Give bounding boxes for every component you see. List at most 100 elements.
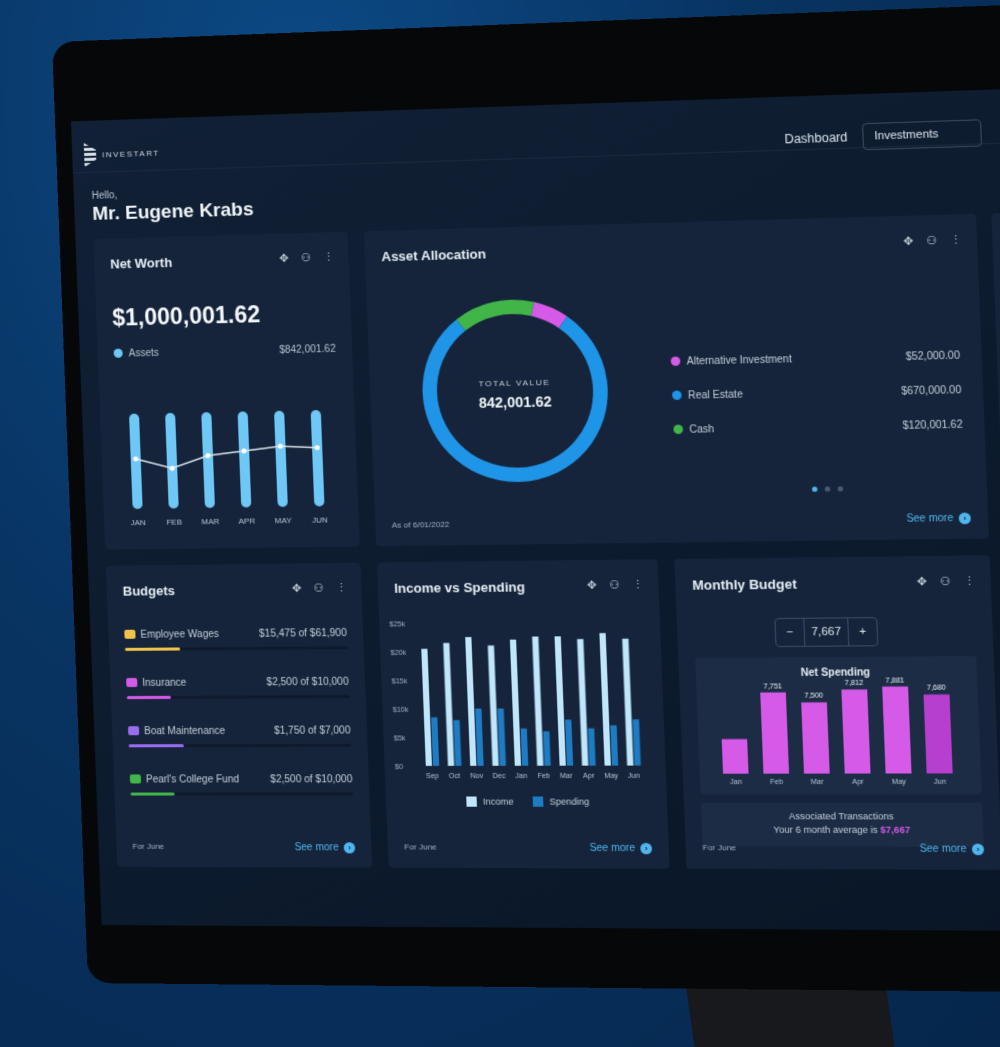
top-bar: INVESTART Dashboard Investments bbox=[71, 86, 1000, 174]
donut-slice bbox=[533, 308, 563, 323]
x-tick: Jun bbox=[628, 773, 640, 780]
legend-dot bbox=[673, 425, 683, 434]
see-more-label: See more bbox=[906, 513, 953, 525]
see-more-link[interactable]: See more › bbox=[294, 842, 355, 853]
budget-value: $2,500 of $10,000 bbox=[270, 774, 353, 785]
budget-item[interactable]: Pearl's College Fund $2,500 of $10,000 bbox=[130, 774, 353, 795]
see-more-link[interactable]: See more › bbox=[906, 513, 971, 525]
net-spending-value-label: 7,812 bbox=[845, 680, 864, 687]
assets-value: $842,001.62 bbox=[279, 344, 336, 356]
legend-label: Alternative Investment bbox=[686, 354, 792, 368]
net-worth-tick: MAY bbox=[275, 516, 293, 525]
move-icon[interactable]: ✥ bbox=[587, 578, 597, 591]
legend-dot bbox=[672, 391, 682, 400]
net-spending-title: Net Spending bbox=[801, 667, 871, 679]
income-bar bbox=[465, 637, 476, 766]
budget-progress-track bbox=[125, 646, 347, 651]
income-bar bbox=[443, 643, 454, 766]
net-spending-tick: Apr bbox=[852, 779, 865, 786]
income-bar bbox=[555, 636, 566, 765]
associated-transactions[interactable]: Associated Transactions Your 6 month ave… bbox=[701, 803, 984, 847]
legend-income-swatch bbox=[466, 797, 477, 807]
peek-card-top: Ne bbox=[991, 207, 1000, 538]
income-bar bbox=[622, 639, 633, 766]
legend-label: Real Estate bbox=[688, 389, 743, 401]
net-worth-bar bbox=[238, 411, 252, 507]
net-spending-bar bbox=[722, 739, 749, 774]
logo-text: INVESTART bbox=[102, 148, 160, 159]
spending-bar bbox=[565, 720, 573, 766]
asset-donut-chart: TOTAL VALUE 842,001.62 bbox=[407, 286, 623, 495]
move-icon[interactable]: ✥ bbox=[279, 252, 289, 265]
stepper-value[interactable]: 7,667 bbox=[803, 618, 849, 645]
more-vertical-icon[interactable]: ⋮ bbox=[950, 233, 962, 247]
arrow-right-circle-icon: › bbox=[959, 513, 971, 525]
move-icon[interactable]: ✥ bbox=[292, 582, 302, 595]
see-more-label: See more bbox=[919, 843, 966, 855]
net-worth-tick: JAN bbox=[130, 518, 146, 527]
nav-investments-select[interactable]: Investments bbox=[862, 119, 982, 150]
hierarchy-icon[interactable]: ⚇ bbox=[301, 251, 312, 264]
spending-bar bbox=[543, 731, 551, 765]
move-icon[interactable]: ✥ bbox=[917, 575, 928, 589]
card-tools: ✥ ⚇ ⋮ bbox=[587, 578, 644, 592]
budget-item[interactable]: Insurance $2,500 of $10,000 bbox=[126, 677, 349, 699]
legend-value: $120,001.62 bbox=[902, 419, 963, 432]
more-vertical-icon[interactable]: ⋮ bbox=[323, 250, 335, 263]
budget-label: Employee Wages bbox=[140, 629, 219, 641]
legend-value: $52,000.00 bbox=[905, 350, 960, 363]
budget-value: $2,500 of $10,000 bbox=[266, 677, 349, 689]
net-worth-tick: JUN bbox=[312, 515, 328, 524]
carousel-pager bbox=[812, 486, 843, 492]
move-icon[interactable]: ✥ bbox=[903, 234, 914, 248]
donut-slice bbox=[460, 306, 533, 325]
legend-value: $670,000.00 bbox=[901, 385, 962, 398]
see-more-link[interactable]: See more › bbox=[589, 843, 652, 854]
net-spending-bar bbox=[801, 702, 830, 773]
avg-text: Your 6 month average is bbox=[773, 825, 878, 836]
income-vs-spending-card: Income vs Spending ✥ ⚇ ⋮ $25k $20k $15k $10… bbox=[377, 559, 670, 869]
legend-label: Cash bbox=[689, 424, 714, 436]
stepper-plus-button[interactable]: + bbox=[848, 618, 877, 645]
budget-category-icon bbox=[130, 774, 141, 783]
logo[interactable]: INVESTART bbox=[84, 140, 160, 167]
hierarchy-icon[interactable]: ⚇ bbox=[939, 575, 950, 589]
budget-item[interactable]: Employee Wages $15,475 of $61,900 bbox=[124, 628, 347, 651]
asset-allocation-card: Asset Allocation ✥ ⚇ ⋮ TOTAL VALUE 842,0… bbox=[364, 214, 989, 547]
pager-dot[interactable] bbox=[812, 487, 818, 492]
income-bar bbox=[577, 639, 588, 766]
budget-category-icon bbox=[128, 726, 139, 735]
net-spending-value-label: 7,751 bbox=[763, 683, 782, 690]
more-vertical-icon[interactable]: ⋮ bbox=[632, 578, 644, 592]
net-worth-tick: FEB bbox=[166, 517, 182, 526]
budget-progress-fill bbox=[130, 793, 174, 796]
budget-progress-fill bbox=[129, 744, 184, 747]
spending-bar bbox=[475, 709, 483, 766]
hierarchy-icon[interactable]: ⚇ bbox=[926, 234, 937, 248]
budget-category-icon bbox=[126, 678, 137, 687]
net-spending-tick: Feb bbox=[770, 779, 783, 786]
pager-dot[interactable] bbox=[838, 486, 844, 491]
hierarchy-icon[interactable]: ⚇ bbox=[313, 581, 324, 594]
budget-item[interactable]: Boat Maintenance $1,750 of $7,000 bbox=[128, 725, 351, 747]
budget-label: Pearl's College Fund bbox=[146, 774, 240, 785]
hierarchy-icon[interactable]: ⚇ bbox=[609, 578, 620, 591]
more-vertical-icon[interactable]: ⋮ bbox=[963, 574, 976, 588]
as-of-date: As of 6/01/2022 bbox=[392, 520, 450, 530]
net-worth-tick: MAR bbox=[201, 517, 220, 526]
nav-dashboard-link[interactable]: Dashboard bbox=[784, 130, 847, 147]
stepper-minus-button[interactable]: − bbox=[775, 619, 804, 646]
donut-center-label: TOTAL VALUE bbox=[478, 378, 550, 389]
pager-dot[interactable] bbox=[825, 486, 831, 491]
more-vertical-icon[interactable]: ⋮ bbox=[336, 581, 348, 594]
greeting: Hello, Mr. Eugene Krabs bbox=[92, 186, 255, 226]
net-worth-value: $1,000,001.62 bbox=[112, 301, 261, 332]
arrow-right-circle-icon: › bbox=[344, 842, 356, 853]
see-more-link[interactable]: See more › bbox=[919, 843, 984, 855]
card-tools: ✥ ⚇ ⋮ bbox=[279, 250, 335, 265]
x-tick: Apr bbox=[583, 773, 595, 780]
monthly-footnote: For June bbox=[702, 843, 736, 852]
x-tick: Feb bbox=[537, 773, 550, 780]
income-bar bbox=[488, 645, 499, 765]
x-tick: Oct bbox=[449, 773, 461, 780]
